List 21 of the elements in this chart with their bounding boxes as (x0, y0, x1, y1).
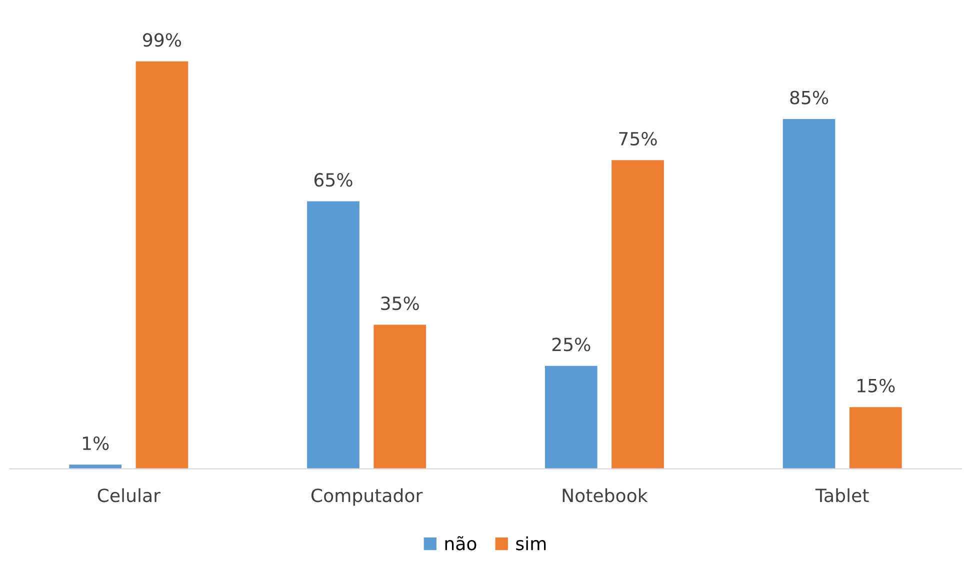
bar (849, 407, 902, 469)
bar (544, 366, 598, 469)
data-label: 65% (314, 173, 352, 187)
data-label: 75% (619, 132, 657, 146)
data-label: 99% (143, 33, 182, 47)
data-label: 1% (83, 436, 109, 450)
bar (374, 324, 426, 469)
legend-label: não (445, 536, 476, 550)
data-label: 25% (552, 338, 590, 352)
bar (307, 201, 360, 469)
bar (782, 119, 836, 469)
bar (136, 61, 188, 469)
bar (612, 160, 664, 469)
x-tick-label: Computador (311, 488, 423, 506)
data-label: 35% (381, 296, 419, 310)
x-tick-label: Notebook (562, 488, 648, 502)
x-tick-label: Celular (98, 488, 160, 502)
data-label: 15% (858, 378, 895, 392)
x-tick-label: Tablet (815, 488, 869, 502)
data-label: 85% (790, 90, 828, 104)
legend-label: sim (516, 536, 546, 550)
